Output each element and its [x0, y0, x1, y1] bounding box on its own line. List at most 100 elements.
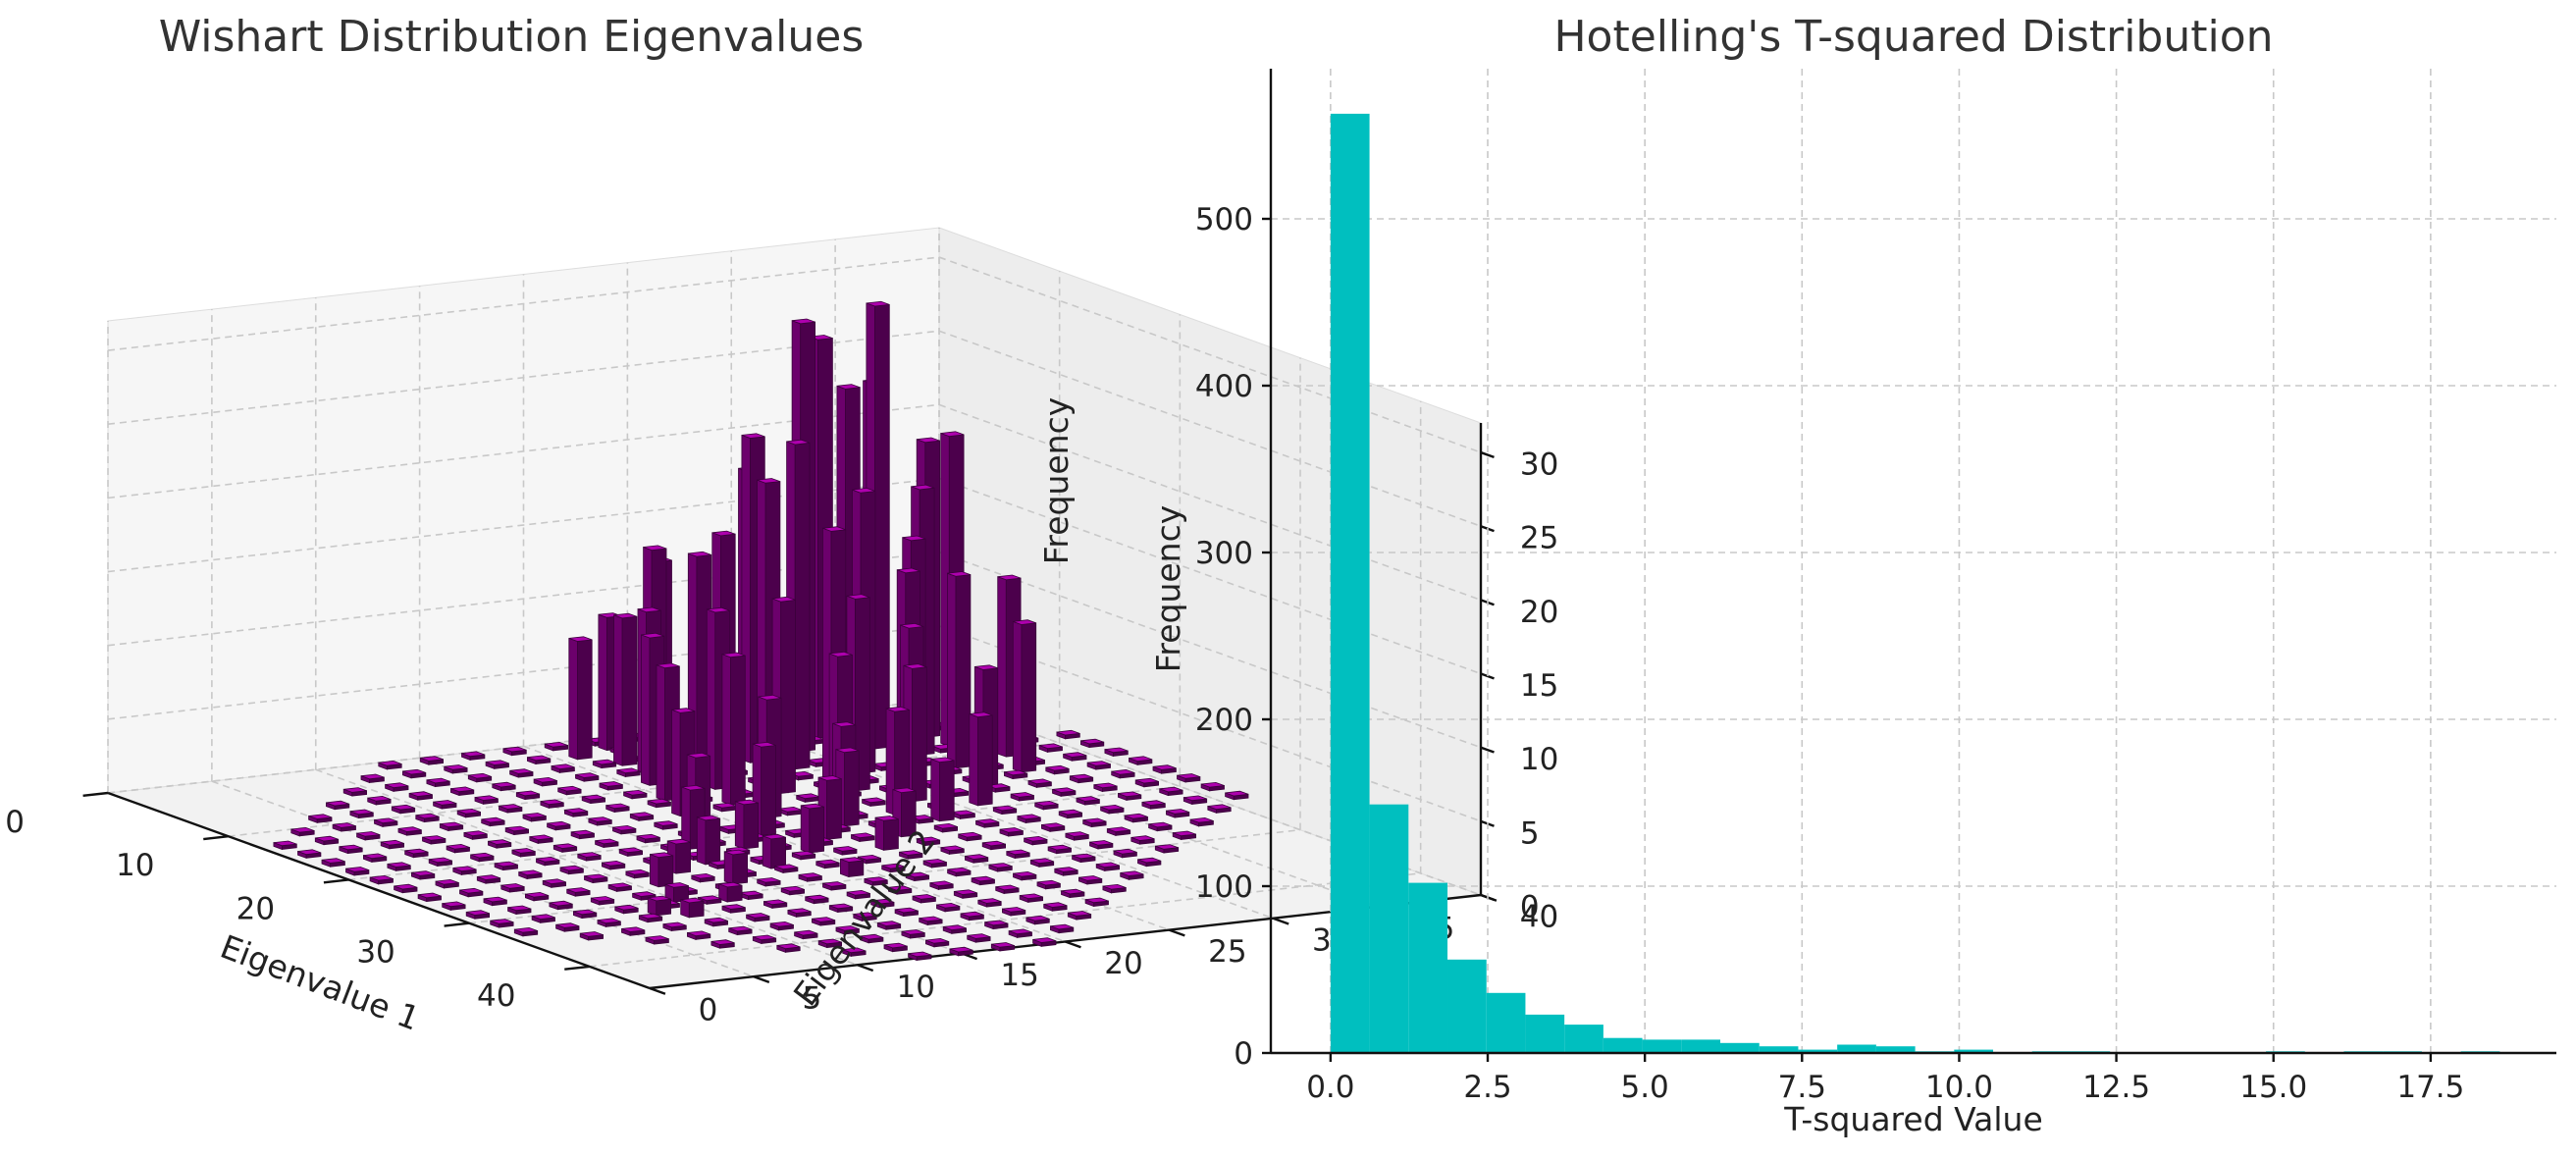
bar-top-face: [846, 594, 870, 600]
bar-top-face: [602, 860, 625, 867]
bar-3d: [881, 863, 906, 873]
bar-3d: [942, 924, 967, 934]
bar-front-face: [762, 835, 772, 869]
bar-top-face: [374, 817, 398, 824]
bar-top-face: [897, 567, 920, 574]
bar-3d: [828, 903, 854, 914]
bar-top-face: [605, 803, 630, 810]
bar-top-face: [650, 852, 673, 859]
bar-3d: [378, 760, 402, 770]
bar-3d: [590, 896, 615, 906]
bar-top-face: [1036, 879, 1061, 886]
bar-side-face: [912, 666, 927, 803]
backwall-gridline-z: [938, 477, 1482, 675]
wishart-chart-title: Wishart Distribution Eigenvalues: [159, 12, 865, 62]
z-tick-mark: [1480, 746, 1495, 754]
bar-3d: [949, 946, 973, 957]
bar-top-face: [474, 795, 499, 801]
bar-3d: [892, 787, 917, 838]
bar-top-face: [477, 874, 500, 880]
bar-top-face: [1065, 831, 1089, 837]
bar-3d: [568, 636, 593, 761]
bar-front-face: [800, 805, 811, 854]
bar-3d: [564, 808, 589, 817]
bar-3d: [1137, 857, 1162, 868]
bar-top-face: [835, 747, 860, 754]
histogram-bar: [1408, 882, 1448, 1053]
bar-3d: [339, 844, 363, 855]
bar-3d: [1004, 769, 1028, 780]
wishart-3d-chart: Wishart Distribution Eigenvalues 0 10 20 30…: [5, 12, 1558, 1038]
bar-top-face: [1129, 756, 1153, 763]
bar-top-face: [290, 826, 315, 833]
y-tick-label: 0: [699, 993, 718, 1028]
x-tick-label: 40: [477, 978, 515, 1014]
bar-3d: [691, 872, 715, 883]
bar-top-face: [573, 909, 597, 916]
bar-3d: [805, 894, 829, 905]
bar-3d: [623, 789, 648, 800]
bar-top-face: [1010, 792, 1034, 798]
bar-top-face: [832, 721, 857, 727]
bar-top-face: [507, 905, 532, 912]
bar-top-face: [1102, 883, 1127, 890]
bar-top-face: [363, 853, 387, 860]
bar-3d: [476, 874, 501, 884]
bar-3d: [762, 833, 786, 869]
bar-top-face: [488, 839, 511, 845]
bar-3d: [509, 768, 534, 778]
bar-3d: [1118, 791, 1142, 801]
bar-top-face: [1084, 897, 1109, 904]
bar-3d: [922, 859, 947, 868]
bar-top-face: [492, 781, 516, 788]
bar-top-face: [502, 746, 527, 753]
bar-3d: [599, 781, 623, 791]
bar-3d: [1017, 814, 1041, 824]
bar-3d: [1183, 795, 1208, 806]
bar-top-face: [947, 571, 972, 577]
bar-3d: [1067, 911, 1092, 921]
bar-top-face: [919, 916, 943, 922]
histogram-bar: [1720, 1042, 1760, 1053]
histogram-bar: [1369, 804, 1409, 1053]
y-tick-label: 25: [1208, 934, 1246, 970]
bar-top-face: [463, 830, 488, 837]
bar-top-face: [940, 845, 965, 852]
bar-3d: [721, 904, 746, 914]
bar-3d: [860, 933, 884, 944]
bar-3d: [930, 757, 955, 822]
bar-front-face: [721, 654, 731, 806]
bar-top-face: [794, 929, 818, 936]
bar-top-face: [647, 798, 671, 805]
bar-top-face: [1093, 782, 1118, 789]
bar-top-face: [1225, 790, 1249, 797]
bar-3d: [1008, 928, 1032, 938]
y-tick-mark: [649, 986, 666, 995]
bar-top-face: [1082, 817, 1107, 824]
bar-top-face: [993, 805, 1017, 812]
bar-top-face: [367, 795, 392, 802]
bar-3d: [404, 848, 429, 859]
bar-top-face: [1068, 911, 1091, 917]
bar-top-face: [543, 878, 566, 885]
bar-top-face: [591, 896, 614, 902]
bar-3d: [817, 938, 842, 949]
bar-3d: [947, 867, 972, 877]
bar-top-face: [840, 857, 864, 863]
bar-top-face: [853, 912, 877, 919]
bar-3d: [1207, 804, 1232, 814]
bar-top-face: [822, 881, 847, 887]
bar-top-face: [533, 776, 557, 783]
bar-top-face: [332, 822, 356, 828]
bar-3d: [999, 827, 1024, 837]
bar-top-face: [417, 892, 442, 899]
histogram-bar: [1954, 1049, 1994, 1053]
bar-side-face: [977, 714, 993, 807]
bar-3d: [573, 909, 598, 920]
bar-top-face: [1020, 893, 1043, 900]
bar-top-face: [1096, 862, 1120, 868]
bar-front-face: [656, 664, 665, 802]
bar-3d: [1038, 743, 1063, 753]
bar-top-face: [791, 318, 815, 325]
bar-3d: [579, 931, 604, 941]
